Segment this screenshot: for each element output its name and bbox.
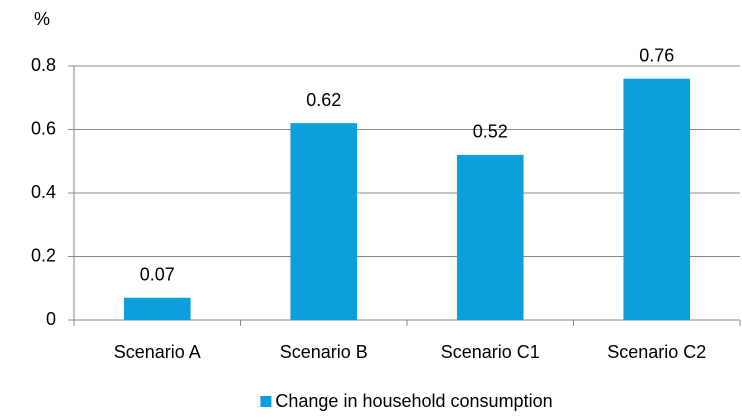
legend-swatch [260,396,272,407]
x-tick-label: Scenario C1 [441,342,540,362]
y-axis-label: % [34,9,50,29]
y-tick-label: 0.4 [31,182,56,202]
data-label: 0.62 [306,90,341,110]
data-label: 0.07 [140,265,175,285]
x-tick-label: Scenario A [114,342,201,362]
legend-label: Change in household consumption [275,391,552,411]
bar [456,154,524,320]
data-label: 0.76 [639,45,674,65]
bar [290,123,358,321]
y-tick-label: 0.2 [31,245,56,265]
x-tick-label: Scenario C2 [607,342,706,362]
data-label: 0.52 [473,122,508,142]
bar [623,78,691,320]
y-tick-label: 0.8 [31,55,56,75]
y-tick-label: 0 [46,309,56,329]
bar [123,297,191,320]
y-tick-label: 0.6 [31,118,56,138]
x-tick-label: Scenario B [280,342,368,362]
